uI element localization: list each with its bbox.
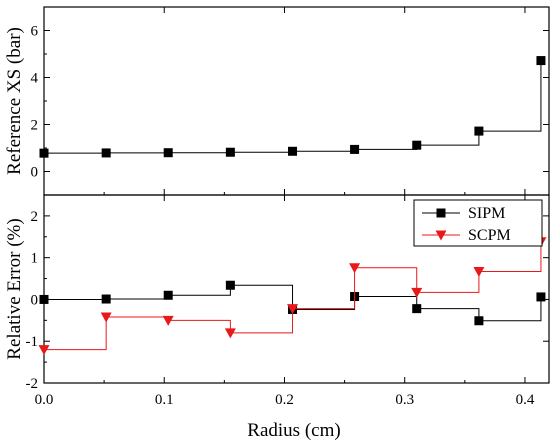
bottom-y-tick-label: 0	[31, 292, 39, 308]
top-point-square	[163, 148, 173, 158]
top-series-line-line	[44, 60, 542, 154]
bottom-panel: -2 -1 0 1 2 0.0 0.1 0.2 0.3 0.4 Relative Error (%…	[4, 194, 550, 441]
bottom-y-tick-label: 1	[31, 251, 39, 267]
legend-box	[413, 199, 543, 247]
x-tick-label: 0.1	[155, 392, 174, 408]
top-series	[39, 56, 546, 158]
bottom-point-triangle	[473, 266, 485, 277]
bottom-point-triangle	[38, 345, 50, 356]
bottom-series	[38, 237, 547, 356]
bottom-point-square	[225, 280, 235, 290]
top-y-tick-label: 0	[31, 165, 39, 181]
top-point-square	[474, 126, 484, 136]
bottom-point-triangle	[411, 287, 423, 298]
bottom-y-axis-title: Relative Error (%)	[4, 218, 25, 359]
legend-label-scpm: SCPM	[468, 227, 511, 244]
legend-marker-scpm	[435, 230, 447, 241]
bottom-point-triangle	[349, 263, 361, 274]
top-y-tick-label: 6	[31, 24, 39, 40]
x-axis-title: Radius (cm)	[247, 420, 340, 441]
top-point-square	[536, 56, 546, 66]
legend: SIPM SCPM	[413, 199, 543, 247]
top-point-square	[288, 146, 298, 156]
bottom-point-triangle	[224, 328, 236, 339]
top-point-square	[412, 140, 422, 150]
legend-label-sipm: SIPM	[468, 205, 505, 222]
top-point-square	[350, 144, 360, 154]
top-y-tick-label: 4	[31, 71, 39, 87]
bottom-axis-ticks: -2 -1 0 1 2 0.0 0.1 0.2 0.3 0.4	[26, 195, 549, 408]
bottom-point-square	[101, 294, 111, 304]
bottom-point-triangle	[162, 315, 174, 326]
bottom-point-square	[474, 316, 484, 326]
bottom-point-square	[163, 290, 173, 300]
bottom-y-tick-label: 2	[31, 209, 39, 225]
x-tick-label: 0.4	[516, 392, 535, 408]
bottom-point-square	[536, 292, 546, 302]
top-y-axis-title: Reference XS (bar)	[4, 27, 25, 175]
top-point-square	[225, 147, 235, 157]
bottom-y-tick-label: -1	[26, 334, 39, 350]
top-point-square	[101, 148, 111, 158]
bottom-point-triangle	[100, 312, 112, 323]
legend-marker-sipm	[436, 208, 446, 218]
x-tick-label: 0.3	[395, 392, 414, 408]
top-plot-frame	[43, 6, 550, 196]
x-tick-label: 0.0	[35, 392, 54, 408]
bottom-point-square	[39, 294, 49, 304]
x-tick-label: 0.2	[275, 392, 294, 408]
top-y-ticks: 0 2 4 6	[31, 7, 549, 195]
top-panel: 0 2 4 6 Reference XS (bar)	[4, 6, 550, 196]
bottom-point-square	[412, 304, 422, 314]
bottom-point-triangle	[287, 304, 299, 315]
top-point-square	[39, 148, 49, 158]
bottom-plot-frame	[43, 194, 550, 384]
top-y-tick-label: 2	[31, 118, 39, 134]
bottom-y-tick-label: -2	[26, 376, 39, 392]
